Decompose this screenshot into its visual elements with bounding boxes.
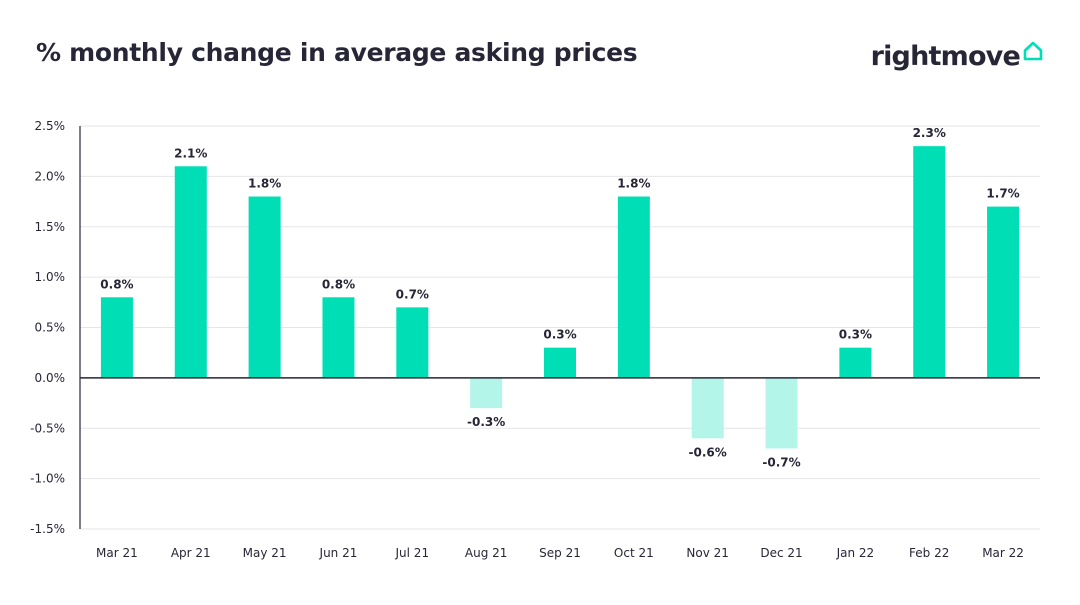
data-label: 0.3% xyxy=(839,328,872,342)
x-tick-label: Dec 21 xyxy=(760,546,802,560)
x-axis-ticks: Mar 21 Apr 21 May 21 Jun 21 Jul 21 Aug 21 Sep … xyxy=(96,546,1024,560)
y-axis-ticks: 2.5% 2.0% 1.5% 1.0% 0.5% 0.0% -0.5% -1.0% -1.5% xyxy=(30,119,65,536)
data-label: 1.8% xyxy=(248,177,281,191)
bar xyxy=(544,347,576,378)
data-label: -0.3% xyxy=(467,415,505,429)
house-icon xyxy=(1023,41,1043,61)
bar xyxy=(470,377,503,409)
data-label: 1.7% xyxy=(986,187,1019,201)
bar xyxy=(839,347,872,378)
data-labels: 0.8% 2.1% 1.8% 0.8% 0.7% -0.3% 0.3% 1.8% -0.6% -0… xyxy=(100,126,1019,469)
x-tick-label: Mar 22 xyxy=(982,546,1024,560)
data-label: 2.3% xyxy=(913,126,946,140)
data-label: 2.1% xyxy=(174,146,207,160)
bar xyxy=(987,206,1020,378)
y-tick-label: 1.0% xyxy=(35,270,66,284)
y-tick-label: 2.0% xyxy=(35,169,66,183)
y-tick-label: -0.5% xyxy=(30,421,65,435)
y-tick-label: -1.5% xyxy=(30,522,65,536)
rightmove-logo: rightmove xyxy=(871,40,1044,72)
bar xyxy=(100,297,133,378)
bar xyxy=(322,297,355,378)
x-tick-label: Mar 21 xyxy=(96,546,138,560)
gridlines xyxy=(80,125,1040,530)
data-label: 0.8% xyxy=(100,277,133,291)
x-tick-label: Sep 21 xyxy=(539,546,581,560)
x-tick-label: Nov 21 xyxy=(686,546,729,560)
bar xyxy=(765,377,798,449)
bar xyxy=(691,377,724,439)
x-tick-label: Oct 21 xyxy=(614,546,654,560)
data-label: -0.6% xyxy=(689,445,727,459)
data-label: 1.8% xyxy=(617,177,650,191)
y-tick-label: 2.5% xyxy=(35,119,66,133)
y-tick-label: -1.0% xyxy=(30,472,65,486)
x-tick-label: Aug 21 xyxy=(465,546,508,560)
x-tick-label: Jul 21 xyxy=(395,546,430,560)
bar xyxy=(617,196,650,378)
x-tick-label: Jun 21 xyxy=(319,546,358,560)
logo-wordmark: rightmove xyxy=(870,41,1021,72)
data-label: 0.7% xyxy=(396,287,429,301)
data-label: 0.8% xyxy=(322,277,355,291)
bars xyxy=(100,146,1020,449)
bar xyxy=(248,196,281,378)
x-tick-label: Jan 22 xyxy=(836,546,875,560)
y-tick-label: 0.5% xyxy=(35,321,66,335)
x-tick-label: May 21 xyxy=(243,546,287,560)
y-tick-label: 0.0% xyxy=(35,371,66,385)
bar xyxy=(396,307,429,378)
x-tick-label: Apr 21 xyxy=(171,546,211,560)
data-label: 0.3% xyxy=(543,328,576,342)
y-tick-label: 1.5% xyxy=(35,220,66,234)
axes xyxy=(79,126,1040,529)
x-tick-label: Feb 22 xyxy=(909,546,949,560)
chart-title: % monthly change in average asking price… xyxy=(36,38,638,67)
bar xyxy=(174,166,207,378)
data-label: -0.7% xyxy=(762,455,800,469)
bar xyxy=(913,146,946,378)
